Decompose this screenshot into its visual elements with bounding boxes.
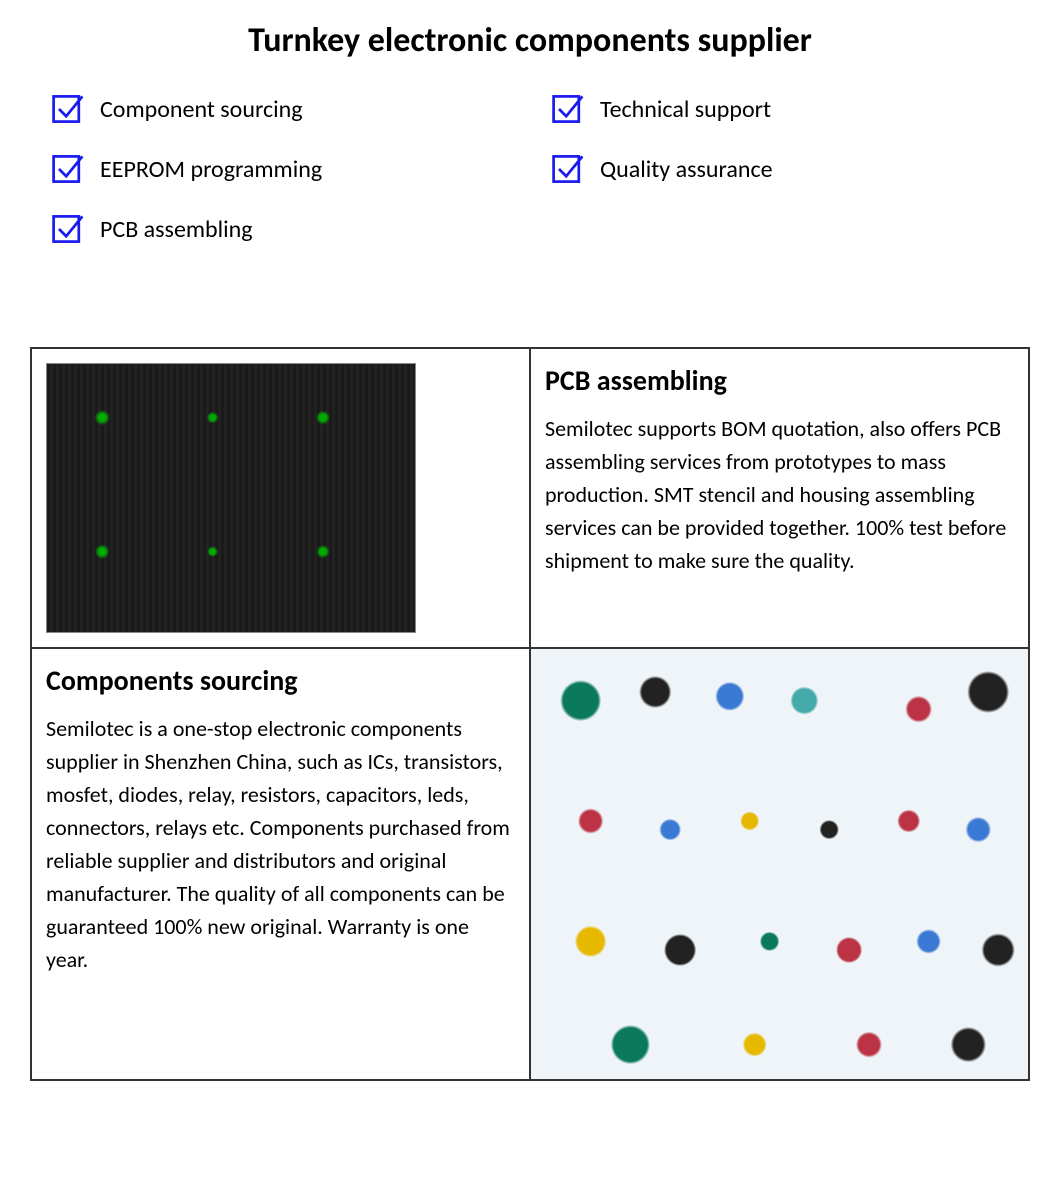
info-grid: PCB assembling Semilotec supports BOM qu… [30, 347, 1030, 1081]
cell-pcb-text: PCB assembling Semilotec supports BOM qu… [530, 348, 1029, 648]
pcb-body: Semilotec supports BOM quotation, also o… [545, 412, 1014, 577]
checkbox-icon [550, 151, 586, 187]
sourcing-heading: Components sourcing [46, 663, 515, 698]
check-item-quality-assurance: Quality assurance [550, 151, 1010, 187]
sourcing-body: Semilotec is a one-stop electronic compo… [46, 712, 515, 976]
check-item-eeprom-programming: EEPROM programming [50, 151, 510, 187]
check-label: Component sourcing [100, 95, 303, 124]
check-label: PCB assembling [100, 215, 253, 244]
check-label: EEPROM programming [100, 155, 322, 184]
checkbox-icon [50, 91, 86, 127]
cell-sourcing-text: Components sourcing Semilotec is a one-s… [31, 648, 530, 1080]
check-item-technical-support: Technical support [550, 91, 1010, 127]
check-item-pcb-assembling: PCB assembling [50, 211, 510, 247]
check-label: Technical support [600, 95, 771, 124]
checklist: Component sourcing Technical support EEP… [30, 91, 1030, 247]
checkbox-icon [50, 151, 86, 187]
cell-components-image [530, 648, 1029, 1080]
check-item-component-sourcing: Component sourcing [50, 91, 510, 127]
checkbox-icon [50, 211, 86, 247]
check-label: Quality assurance [600, 155, 773, 184]
cell-pcb-image [31, 348, 530, 648]
page-title: Turnkey electronic components supplier [30, 20, 1030, 61]
pcb-photo [46, 363, 416, 633]
components-illustration [531, 649, 1028, 1079]
pcb-heading: PCB assembling [545, 363, 1014, 398]
checkbox-icon [550, 91, 586, 127]
